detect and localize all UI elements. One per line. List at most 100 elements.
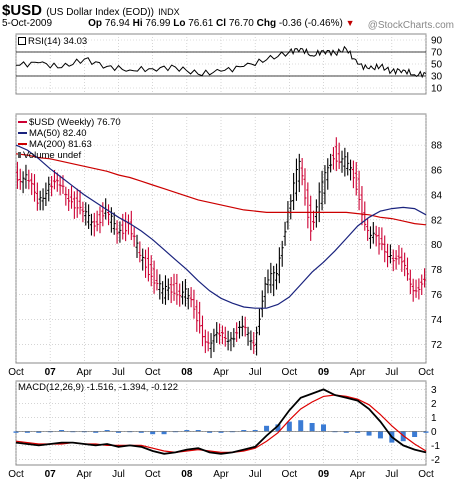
price-bar — [181, 281, 185, 305]
price-bar — [198, 301, 202, 334]
price-bar — [386, 243, 390, 268]
price-xtick-label: Jul — [385, 367, 398, 378]
price-swatch — [18, 121, 27, 124]
price-bar — [98, 206, 102, 234]
price-bar — [272, 265, 276, 297]
rsi-ytick-label: 90 — [431, 36, 443, 47]
price-bar — [30, 173, 34, 195]
price-xtick-label: Jul — [112, 367, 125, 378]
macd-line — [15, 388, 427, 455]
price-bar — [309, 195, 313, 241]
price-bar — [58, 175, 62, 196]
price-bar — [294, 158, 298, 201]
price-bar — [266, 269, 270, 294]
rsi-ytick-label: 70 — [431, 48, 443, 59]
macd-xtick-label: Jul — [112, 469, 125, 480]
macd-histogram-bar — [59, 430, 65, 432]
macd-histogram-bar — [36, 431, 42, 433]
price-bar — [368, 226, 372, 249]
price-bar — [246, 326, 250, 346]
macd-histogram-bar — [332, 431, 338, 433]
price-bar — [189, 287, 193, 308]
price-bar — [155, 269, 159, 291]
macd-histogram-bar — [93, 431, 99, 433]
macd-histogram-bar — [150, 431, 156, 435]
price-bar — [312, 210, 316, 230]
price-xtick-label: Oct — [282, 367, 298, 378]
price-bar — [240, 315, 244, 337]
price-bar — [323, 165, 327, 205]
macd-histogram-bar — [70, 431, 76, 433]
price-bar — [135, 234, 139, 258]
macd-ytick-label: -2 — [431, 455, 440, 466]
change-label: Chg — [256, 18, 277, 29]
price-bar — [52, 169, 56, 190]
macd-histogram-bar — [241, 430, 247, 432]
high-label: Hi — [132, 18, 143, 29]
price-xtick-label: Apr — [213, 367, 229, 378]
price-bar — [275, 263, 279, 290]
price-bar — [178, 283, 182, 307]
price-bar — [163, 275, 167, 305]
macd-xtick-label: 08 — [181, 469, 193, 480]
price-bar — [403, 252, 407, 277]
price-xtick-label: Oct — [418, 367, 434, 378]
price-bar — [209, 333, 213, 359]
price-bar — [152, 260, 156, 294]
macd-histogram-bar — [423, 431, 429, 433]
price-bar — [329, 153, 333, 173]
price-bar — [44, 182, 48, 207]
price-bar — [289, 194, 293, 220]
price-bar — [292, 172, 296, 211]
macd-histogram-bar — [264, 425, 270, 432]
macd-histogram-bar — [24, 431, 30, 433]
price-bar — [351, 160, 355, 189]
macd-histogram-bar — [412, 431, 418, 437]
price-bar — [238, 320, 242, 339]
price-bar — [374, 225, 378, 247]
price-ytick-label: 72 — [431, 340, 443, 351]
macd-histogram-bar — [343, 431, 349, 433]
quote-date: 5-Oct-2009 — [2, 18, 53, 29]
volume-swatch — [18, 152, 21, 159]
macd-xtick-label: 09 — [318, 469, 330, 480]
symbol-description: (US Dollar Index (EOD)) — [46, 7, 154, 18]
price-bar — [18, 168, 22, 190]
price-ytick-label: 80 — [431, 240, 443, 251]
price-xtick-label: 08 — [181, 367, 193, 378]
macd-histogram-bar — [47, 431, 53, 433]
close-value: 76.70 — [228, 18, 254, 29]
macd-xtick-label: Oct — [418, 469, 434, 480]
price-bar — [297, 153, 301, 193]
price-ytick-label: 84 — [431, 190, 443, 201]
price-bar — [300, 158, 304, 186]
price-bar — [383, 235, 387, 263]
macd-histogram-bar — [377, 431, 383, 439]
macd-xtick-label: Jul — [249, 469, 262, 480]
price-bar — [391, 249, 395, 272]
price-bar — [15, 161, 19, 189]
macd-xtick-label: Jul — [385, 469, 398, 480]
price-ytick-label: 74 — [431, 315, 443, 326]
price-bar — [220, 325, 224, 345]
rsi-line — [16, 45, 427, 79]
price-bar — [212, 328, 216, 353]
price-bar — [107, 204, 111, 226]
price-bar — [414, 279, 418, 298]
price-bar — [420, 274, 424, 296]
macd-ytick-label: 2 — [431, 399, 437, 410]
price-bar — [138, 241, 142, 263]
price-bar — [349, 159, 353, 181]
price-bar — [41, 188, 45, 211]
price-bar — [166, 278, 170, 301]
macd-histogram-bar — [321, 424, 326, 432]
price-legend-label: $USD (Weekly) 76.70 — [29, 117, 121, 128]
macd-xtick-label: Oct — [8, 469, 24, 480]
price-bar — [255, 326, 259, 356]
high-value: 76.99 — [145, 18, 171, 29]
price-bar — [27, 169, 31, 190]
macd-histogram-bar — [116, 431, 121, 433]
price-bar — [84, 202, 88, 226]
macd-ytick-label: 0 — [431, 427, 437, 438]
price-bar — [340, 150, 344, 173]
